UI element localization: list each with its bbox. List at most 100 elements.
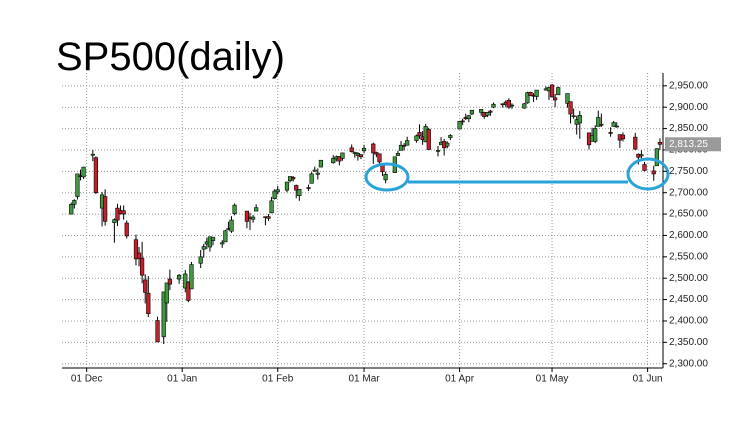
candle-body: [210, 236, 216, 241]
candle-body: [69, 203, 74, 215]
candle-body: [525, 92, 530, 104]
x-tick-label: 01 Feb: [262, 374, 294, 385]
candle-body: [414, 135, 419, 141]
candle-body: [331, 158, 336, 164]
candle-body: [448, 135, 453, 138]
candle-body: [596, 117, 601, 127]
candle-body: [374, 152, 379, 155]
candle-body: [358, 154, 364, 158]
x-tick-label: 01 Mar: [348, 374, 380, 385]
candle-body: [611, 122, 616, 127]
last-price-label: 2,813.25: [669, 139, 708, 150]
candle-body: [633, 136, 638, 150]
candle-body: [556, 87, 561, 96]
candle-body: [534, 89, 539, 97]
candle-body: [309, 173, 314, 184]
candle-body: [115, 207, 120, 221]
candle-body: [136, 252, 142, 259]
candle-body: [485, 112, 490, 116]
candle-body: [232, 204, 237, 214]
candle-body: [198, 256, 203, 264]
y-tick-label: 2,350.00: [669, 337, 708, 348]
candle-body: [657, 141, 663, 145]
candle-body: [177, 274, 182, 280]
candle-body: [306, 187, 311, 189]
candle-body: [352, 152, 357, 154]
candle-body: [186, 281, 191, 301]
candle-body: [340, 152, 345, 159]
candle-body: [81, 166, 86, 178]
x-tick-label: 01 Dec: [71, 374, 103, 385]
candle-body: [395, 153, 401, 156]
y-tick-label: 2,450.00: [669, 294, 708, 305]
candle-body: [457, 121, 462, 130]
candle-body: [426, 129, 431, 150]
candle-body: [568, 101, 573, 115]
candle-body: [469, 109, 475, 115]
candle-body: [312, 169, 317, 172]
y-tick-label: 2,550.00: [669, 251, 708, 262]
candle-body: [266, 216, 271, 219]
y-tick-label: 2,400.00: [669, 316, 708, 327]
candle-body: [244, 210, 250, 222]
x-tick-label: 01 Apr: [445, 374, 475, 385]
candle-body: [509, 104, 515, 107]
candle-body: [297, 188, 302, 197]
candle-body: [577, 115, 582, 124]
candle-body: [183, 273, 188, 289]
candle-body: [112, 219, 117, 223]
y-tick-label: 2,900.00: [669, 102, 708, 113]
y-tick-label: 2,750.00: [669, 166, 708, 177]
candle-body: [371, 143, 376, 154]
annotations: [364, 157, 670, 192]
candle-body: [146, 292, 151, 315]
candle-body: [402, 144, 407, 147]
candle-body: [377, 153, 382, 163]
candle-body: [315, 172, 320, 175]
candle-body: [549, 84, 555, 98]
candle-body: [272, 190, 277, 199]
candle-body: [488, 110, 493, 113]
candle-body: [72, 200, 77, 205]
candle-body: [133, 239, 139, 260]
y-tick-label: 2,650.00: [669, 209, 708, 220]
candle-body: [608, 132, 613, 134]
candle-body: [398, 144, 404, 151]
x-tick-label: 01 Jan: [167, 374, 197, 385]
candle-body: [522, 103, 527, 109]
candle-body: [93, 157, 99, 194]
candle-body: [361, 147, 367, 152]
y-tick-label: 2,850.00: [669, 123, 708, 134]
candle-body: [140, 257, 145, 276]
candle-body: [466, 115, 471, 120]
candle-body: [460, 120, 465, 123]
chart-title: SP500(daily): [56, 35, 285, 79]
candle-body: [201, 246, 206, 250]
y-tick-label: 2,700.00: [669, 187, 708, 198]
candle-body: [229, 219, 234, 232]
candle-body: [565, 93, 570, 104]
y-tick-label: 2,300.00: [669, 358, 708, 369]
candle-body: [75, 173, 80, 197]
candle-body: [599, 124, 604, 126]
candle-body: [207, 236, 213, 248]
candle-body: [164, 282, 169, 304]
y-tick-label: 2,600.00: [669, 230, 708, 241]
candle-body: [620, 134, 626, 140]
candle-body: [528, 91, 533, 96]
candle-body: [571, 115, 576, 118]
candle-body: [491, 103, 496, 108]
candle-body: [161, 291, 166, 338]
candle-body: [250, 216, 256, 220]
candle-body: [254, 207, 259, 212]
candle-body: [294, 185, 299, 191]
y-tick-label: 2,950.00: [669, 80, 708, 91]
candle-body: [318, 159, 323, 168]
candle-body: [275, 189, 280, 193]
candles: [69, 84, 663, 345]
last-price-box: [665, 137, 721, 152]
candle-body: [445, 142, 450, 147]
candle-body: [291, 177, 296, 180]
x-tick-label: 01 Jun: [633, 374, 663, 385]
